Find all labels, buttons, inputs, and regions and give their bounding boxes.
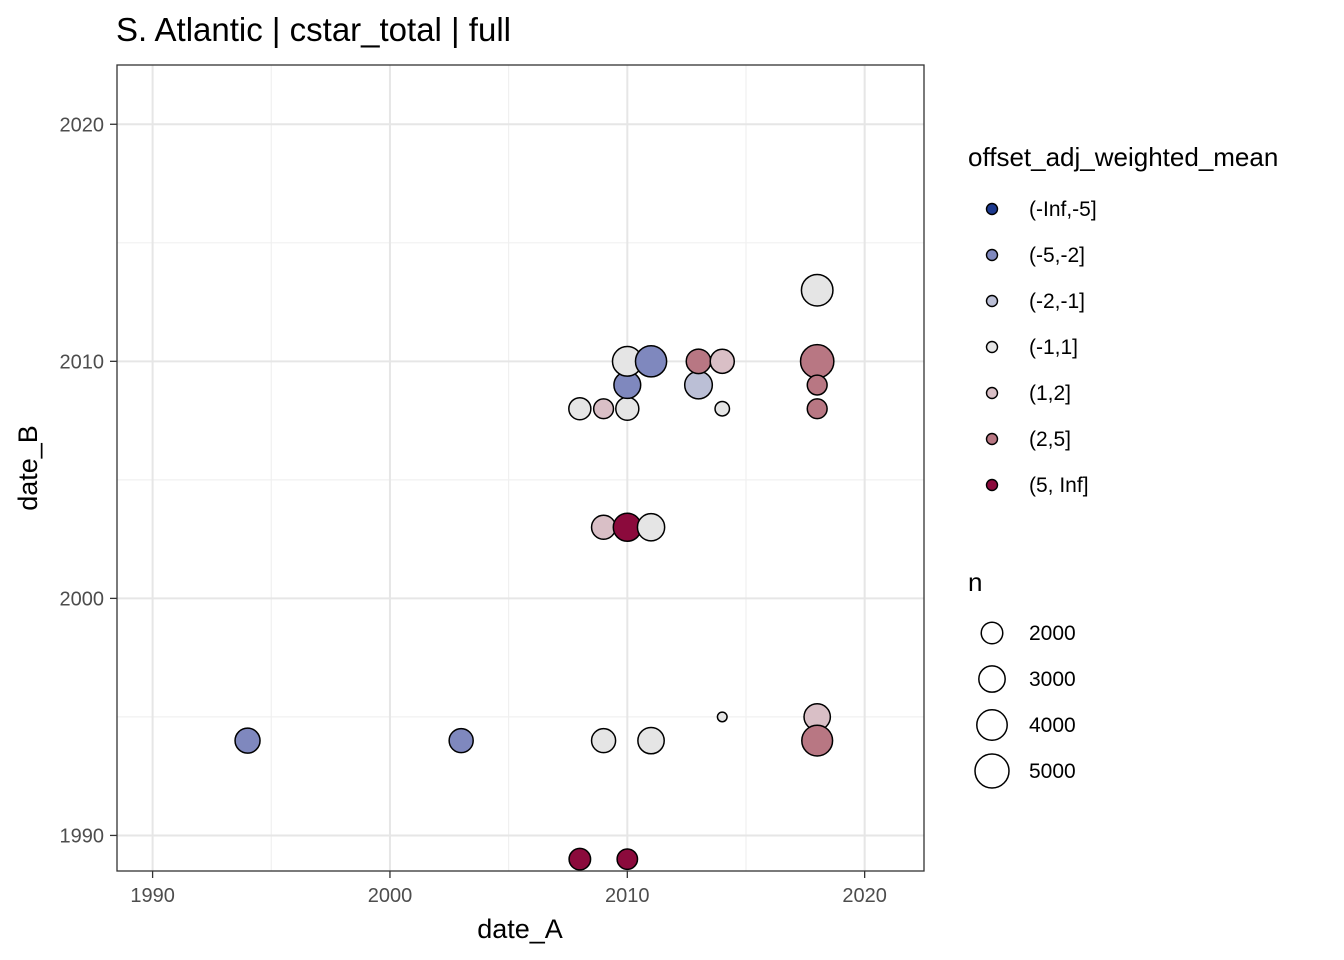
x-tick-label: 1990 (130, 885, 175, 907)
color-legend-key (985, 386, 999, 400)
data-point (615, 396, 640, 422)
data-point (590, 727, 617, 754)
y-tick-label: 2010 (60, 351, 105, 373)
y-axis: 1990 2000 2010 2020 (60, 114, 117, 847)
color-legend-key (985, 248, 999, 262)
size-legend: n 2000 3000 4000 5000 (968, 567, 1076, 789)
x-axis-label: date_A (477, 914, 563, 944)
x-tick-label: 2010 (605, 885, 650, 907)
x-axis: 1990 2000 2010 2020 (130, 871, 887, 907)
color-legend-label: (5, Inf] (1029, 474, 1089, 497)
data-point (806, 398, 828, 420)
size-legend-key (980, 621, 1004, 645)
data-point (590, 514, 617, 541)
size-legend-items: 2000 3000 4000 5000 (974, 621, 1076, 789)
data-point (709, 348, 736, 375)
grid-major (117, 65, 924, 871)
y-tick-label: 2000 (60, 588, 105, 610)
size-legend-key (978, 665, 1006, 693)
plot-panel (116, 64, 925, 872)
data-point (568, 396, 592, 421)
color-legend-key (985, 478, 999, 492)
size-legend-label: 2000 (1029, 622, 1076, 645)
data-point (592, 398, 615, 420)
data-point (799, 343, 835, 379)
size-legend-label: 3000 (1029, 668, 1076, 691)
y-tick-label: 2020 (60, 114, 105, 136)
color-legend-label: (-1,1] (1029, 336, 1078, 359)
data-point (637, 726, 665, 755)
size-legend-title: n (968, 567, 982, 597)
color-legend-label: (2,5] (1029, 428, 1071, 451)
data-point (616, 848, 639, 871)
panel-background (117, 65, 924, 871)
data-point (683, 370, 714, 400)
color-legend-key (985, 432, 999, 446)
y-axis-label: date_B (13, 425, 43, 511)
size-legend-label: 4000 (1029, 714, 1076, 737)
color-legend-items: (-Inf,-5] (-5,-2] (-2,-1] (-1,1] (1,2] (2,5] (… (985, 198, 1097, 497)
color-legend-key (985, 294, 999, 308)
x-tick-label: 2020 (842, 885, 887, 907)
data-point (685, 348, 712, 375)
data-point (234, 727, 261, 754)
color-legend-label: (1,2] (1029, 382, 1071, 405)
color-legend-label: (-Inf,-5] (1029, 198, 1097, 221)
color-legend: offset_adj_weighted_mean (-Inf,-5] (-5,-2… (968, 142, 1278, 497)
data-point (714, 400, 731, 417)
size-legend-label: 5000 (1029, 760, 1076, 783)
size-legend-key (974, 753, 1010, 789)
data-point (634, 344, 668, 378)
color-legend-key (985, 202, 999, 216)
color-legend-label: (-2,-1] (1029, 290, 1085, 313)
data-point (568, 847, 592, 871)
panel-border (116, 64, 925, 872)
y-tick-label: 1990 (60, 825, 105, 847)
points-layer (234, 273, 835, 871)
data-point (806, 374, 828, 396)
color-legend-title: offset_adj_weighted_mean (968, 142, 1278, 172)
size-legend-key (976, 709, 1008, 741)
data-point (801, 724, 834, 757)
color-legend-key (985, 340, 999, 354)
data-point (716, 711, 728, 723)
x-tick-label: 2000 (368, 885, 413, 907)
color-legend-label: (-5,-2] (1029, 244, 1085, 267)
grid-minor (117, 65, 924, 871)
data-point (448, 727, 474, 754)
data-point (636, 512, 666, 542)
chart-title: S. Atlantic | cstar_total | full (116, 11, 511, 48)
data-point (800, 273, 834, 307)
